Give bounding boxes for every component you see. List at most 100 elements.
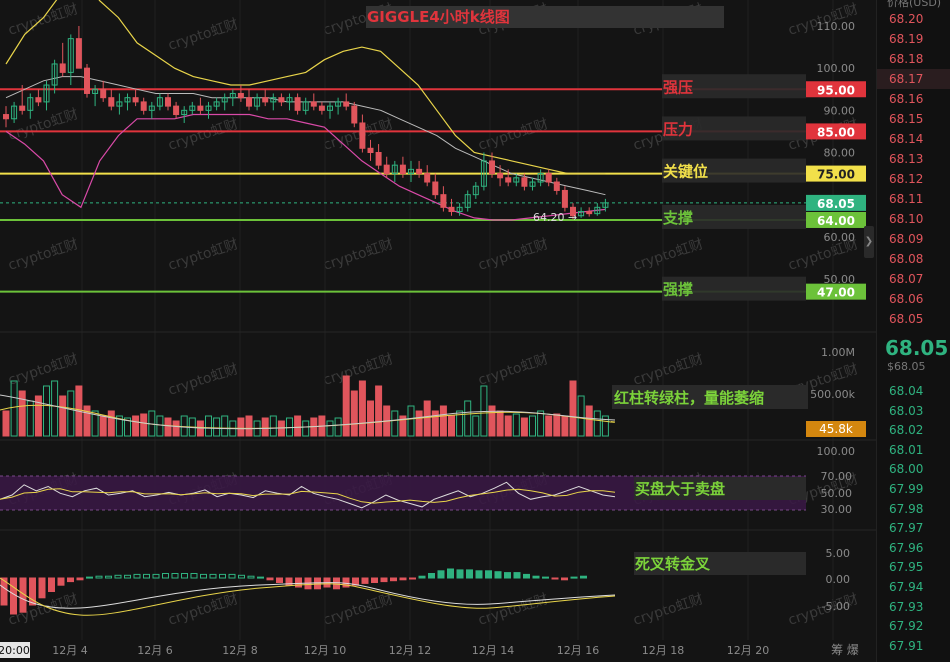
level-label-box xyxy=(662,158,806,183)
orderbook-bid-price[interactable]: 67.96 xyxy=(889,540,924,555)
orderbook-bid-price[interactable]: 67.99 xyxy=(889,482,924,496)
level-price-tag xyxy=(806,123,866,140)
macd-histogram-bar xyxy=(228,573,236,579)
orderbook-ask-price[interactable]: 68.19 xyxy=(889,32,924,46)
macd-histogram-bar xyxy=(494,571,502,579)
low-price-annotation: 64.20 → xyxy=(533,211,577,224)
volume-bar xyxy=(245,415,253,437)
candle-body xyxy=(383,164,390,175)
orderbook-ask-price[interactable]: 68.13 xyxy=(889,152,924,166)
orderbook-ask-price[interactable]: 68.17 xyxy=(889,72,924,86)
rsi-note-box xyxy=(634,477,806,500)
volume-bar xyxy=(59,395,67,437)
orderbook-bid-price[interactable]: 67.97 xyxy=(889,521,924,536)
candle-body xyxy=(51,63,58,86)
volume-bar xyxy=(423,400,431,437)
candle-body xyxy=(148,105,155,111)
orderbook-ask-price[interactable]: 68.08 xyxy=(889,252,924,266)
watermark-text: crypto虹财 xyxy=(631,591,705,629)
volume-bar xyxy=(488,405,496,437)
orderbook-bid-price[interactable]: 68.00 xyxy=(889,462,924,477)
orderbook-bid-price[interactable]: 67.95 xyxy=(889,560,924,575)
volume-bar xyxy=(205,415,212,437)
orderbook-header: 价格(USD) xyxy=(887,0,942,9)
volume-bar xyxy=(415,410,423,437)
macd-histogram-bar xyxy=(428,573,435,579)
volume-bar xyxy=(407,405,415,437)
price-axis-tick: 110.00 xyxy=(817,20,856,33)
volume-bar xyxy=(10,380,18,437)
candle-body xyxy=(432,181,439,196)
volume-bar xyxy=(43,385,50,437)
panel-collapse-handle[interactable]: ❯ xyxy=(864,226,874,258)
orderbook-bid-price[interactable]: 68.03 xyxy=(889,403,924,418)
orderbook-ask-price[interactable]: 68.15 xyxy=(889,112,924,126)
orderbook-bid-price[interactable]: 68.04 xyxy=(889,384,924,398)
candlesticks xyxy=(3,26,609,220)
price-axis-tick: 90.00 xyxy=(824,104,856,117)
candle-body xyxy=(165,97,171,107)
volume-current-tag-text: 45.8k xyxy=(819,422,853,436)
volume-bar xyxy=(569,380,577,437)
macd-histogram-bar xyxy=(409,577,416,580)
candle-body xyxy=(221,97,228,103)
volume-bar xyxy=(286,417,293,437)
macd-histogram-bar xyxy=(38,577,46,599)
macd-axis-tick: -5.00 xyxy=(822,600,850,613)
candle-body xyxy=(254,97,261,107)
volume-bar xyxy=(2,410,10,437)
candle-body xyxy=(448,206,455,213)
candle-body xyxy=(480,160,487,187)
time-axis-bg xyxy=(0,640,876,662)
candle-body xyxy=(586,211,593,215)
volume-bar xyxy=(294,415,302,437)
macd-histogram-bar xyxy=(570,576,578,579)
orderbook-ask-price[interactable]: 68.11 xyxy=(889,192,924,206)
orderbook-ask-price[interactable]: 68.05 xyxy=(889,312,924,326)
candle-body xyxy=(205,105,212,111)
orderbook-bid-price[interactable]: 67.94 xyxy=(889,580,924,594)
orderbook-ask-price[interactable]: 68.09 xyxy=(889,232,924,246)
candle-body xyxy=(59,63,66,73)
orderbook-ask-price[interactable]: 68.20 xyxy=(889,12,924,26)
orderbook-ask-price[interactable]: 68.12 xyxy=(889,172,924,186)
volume-bar xyxy=(342,375,350,437)
orderbook-ask-price[interactable]: 68.06 xyxy=(889,292,924,306)
watermark-text: crypto虹财 xyxy=(166,16,240,54)
volume-axis-tick: 1.00M xyxy=(821,346,855,359)
macd-histogram-bar xyxy=(418,575,426,579)
chart-title: GIGGLE4小时k线图 xyxy=(367,8,510,26)
orderbook-ask-price[interactable]: 68.14 xyxy=(889,132,924,146)
macd-histogram-bar xyxy=(29,577,36,606)
volume-bar xyxy=(180,415,188,437)
candle-body xyxy=(440,194,447,208)
candle-body xyxy=(132,97,139,103)
orderbook-bid-price[interactable]: 67.92 xyxy=(889,619,924,634)
volume-bar xyxy=(140,413,148,437)
volume-bar xyxy=(431,410,439,437)
orderbook-bid-price[interactable]: 68.01 xyxy=(889,442,924,457)
macd-histogram-bar xyxy=(19,577,27,613)
orderbook-bid-price[interactable]: 67.93 xyxy=(889,599,924,614)
orderbook-ask-price[interactable]: 68.18 xyxy=(889,52,924,66)
orderbook-ask-price[interactable]: 68.07 xyxy=(889,272,924,286)
candle-body xyxy=(116,101,123,107)
orderbook-highlight-row xyxy=(877,69,950,89)
orderbook-bid-price[interactable]: 67.91 xyxy=(889,638,924,653)
macd-histogram-bar xyxy=(504,572,511,579)
orderbook-ask-price[interactable]: 68.16 xyxy=(889,92,924,106)
orderbook-bid-price[interactable]: 68.02 xyxy=(889,423,924,438)
candle-body xyxy=(270,97,277,103)
candle-body xyxy=(561,189,568,208)
candle-body xyxy=(456,206,463,213)
volume-bar xyxy=(545,415,553,437)
candle-body xyxy=(505,177,512,183)
orderbook-bid-price[interactable]: 67.98 xyxy=(889,501,924,516)
time-axis-cursor-label: 20:00 xyxy=(0,644,30,657)
time-axis-tick: 12月 4 xyxy=(52,644,88,657)
volume-bar xyxy=(367,400,374,437)
rsi-ma-line xyxy=(0,488,616,504)
rsi-note: 买盘大于卖盘 xyxy=(635,480,725,498)
orderbook-ask-price[interactable]: 68.10 xyxy=(889,212,924,226)
